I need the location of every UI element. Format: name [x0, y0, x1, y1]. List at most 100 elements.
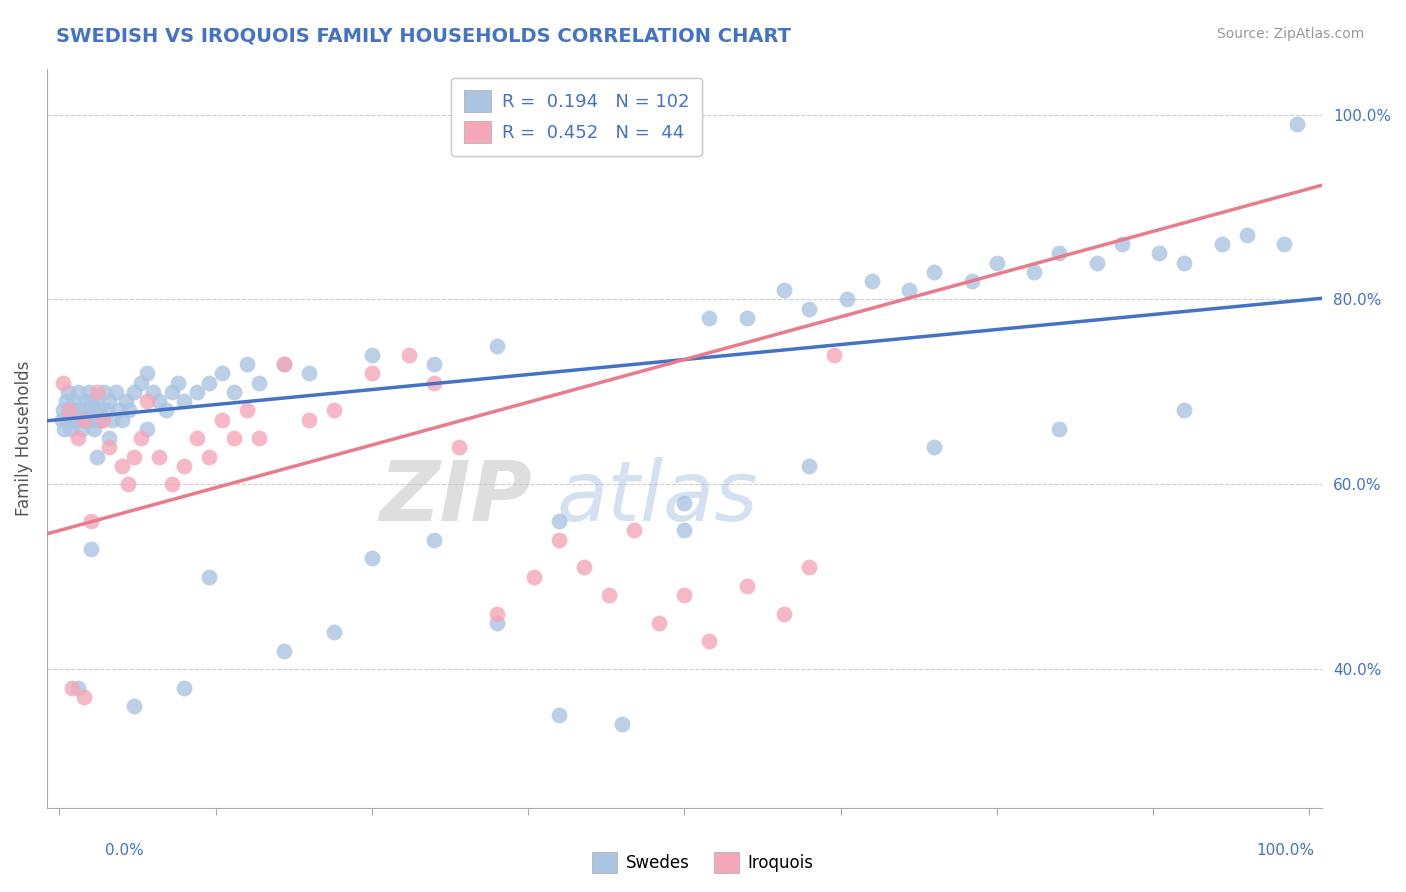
Point [58, 403, 80, 417]
Point [63, 394, 86, 409]
Text: Source: ZipAtlas.com: Source: ZipAtlas.com [1216, 27, 1364, 41]
Point [60, 681, 83, 695]
Point [59, 422, 82, 436]
Point [52, 376, 75, 390]
Point [1111, 237, 1133, 252]
Point [124, 450, 146, 464]
Point [86, 450, 108, 464]
Point [67, 431, 90, 445]
Point [485, 339, 508, 353]
Point [82, 403, 104, 417]
Point [79, 394, 101, 409]
Point [224, 384, 246, 399]
Point [66, 403, 89, 417]
Point [423, 376, 446, 390]
Point [574, 560, 596, 574]
Point [86, 384, 108, 399]
Text: SWEDISH VS IROQUOIS FAMILY HOUSEHOLDS CORRELATION CHART: SWEDISH VS IROQUOIS FAMILY HOUSEHOLDS CO… [56, 27, 792, 45]
Point [142, 384, 165, 399]
Point [79, 541, 101, 556]
Point [485, 615, 508, 630]
Point [129, 376, 152, 390]
Point [111, 412, 134, 426]
Point [960, 274, 983, 288]
Point [924, 440, 946, 454]
Point [98, 394, 121, 409]
Point [160, 477, 183, 491]
Point [860, 274, 883, 288]
Point [236, 403, 259, 417]
Point [673, 588, 696, 602]
Point [93, 384, 115, 399]
Point [114, 394, 136, 409]
Point [1211, 237, 1233, 252]
Point [135, 422, 157, 436]
Point [173, 394, 195, 409]
Point [160, 384, 183, 399]
Point [548, 708, 571, 723]
Point [773, 607, 796, 621]
Point [699, 634, 721, 648]
Legend: Swedes, Iroquois: Swedes, Iroquois [585, 846, 821, 880]
Point [523, 569, 546, 583]
Point [96, 403, 118, 417]
Point [924, 265, 946, 279]
Text: atlas: atlas [557, 457, 758, 538]
Point [1274, 237, 1296, 252]
Point [60, 412, 83, 426]
Point [298, 412, 321, 426]
Point [84, 412, 107, 426]
Point [79, 514, 101, 528]
Point [67, 681, 90, 695]
Point [236, 357, 259, 371]
Point [1047, 246, 1070, 260]
Point [423, 357, 446, 371]
Point [79, 384, 101, 399]
Point [273, 357, 295, 371]
Text: ZIP: ZIP [378, 457, 531, 538]
Point [69, 403, 91, 417]
Point [648, 615, 671, 630]
Point [423, 533, 446, 547]
Point [1173, 255, 1195, 269]
Point [129, 431, 152, 445]
Y-axis label: Family Households: Family Households [15, 360, 32, 516]
Point [298, 367, 321, 381]
Point [104, 384, 127, 399]
Point [699, 310, 721, 325]
Point [72, 412, 94, 426]
Point [62, 403, 84, 417]
Point [91, 412, 114, 426]
Point [673, 524, 696, 538]
Point [224, 431, 246, 445]
Point [1047, 422, 1070, 436]
Point [186, 431, 208, 445]
Point [735, 579, 758, 593]
Legend: R =  0.194   N = 102, R =  0.452   N =  44: R = 0.194 N = 102, R = 0.452 N = 44 [451, 78, 702, 156]
Point [70, 422, 93, 436]
Text: 0.0%: 0.0% [105, 843, 145, 858]
Point [198, 450, 221, 464]
Point [449, 440, 471, 454]
Point [323, 403, 346, 417]
Point [155, 403, 177, 417]
Point [898, 283, 921, 297]
Point [211, 367, 233, 381]
Point [361, 367, 384, 381]
Point [90, 412, 112, 426]
Point [247, 376, 270, 390]
Point [398, 348, 420, 362]
Point [83, 422, 105, 436]
Point [53, 422, 76, 436]
Point [148, 394, 170, 409]
Point [167, 376, 190, 390]
Point [111, 458, 134, 473]
Point [51, 412, 73, 426]
Point [1085, 255, 1108, 269]
Point [323, 625, 346, 640]
Point [548, 533, 571, 547]
Point [173, 458, 195, 473]
Point [117, 477, 139, 491]
Point [77, 403, 100, 417]
Point [623, 524, 645, 538]
